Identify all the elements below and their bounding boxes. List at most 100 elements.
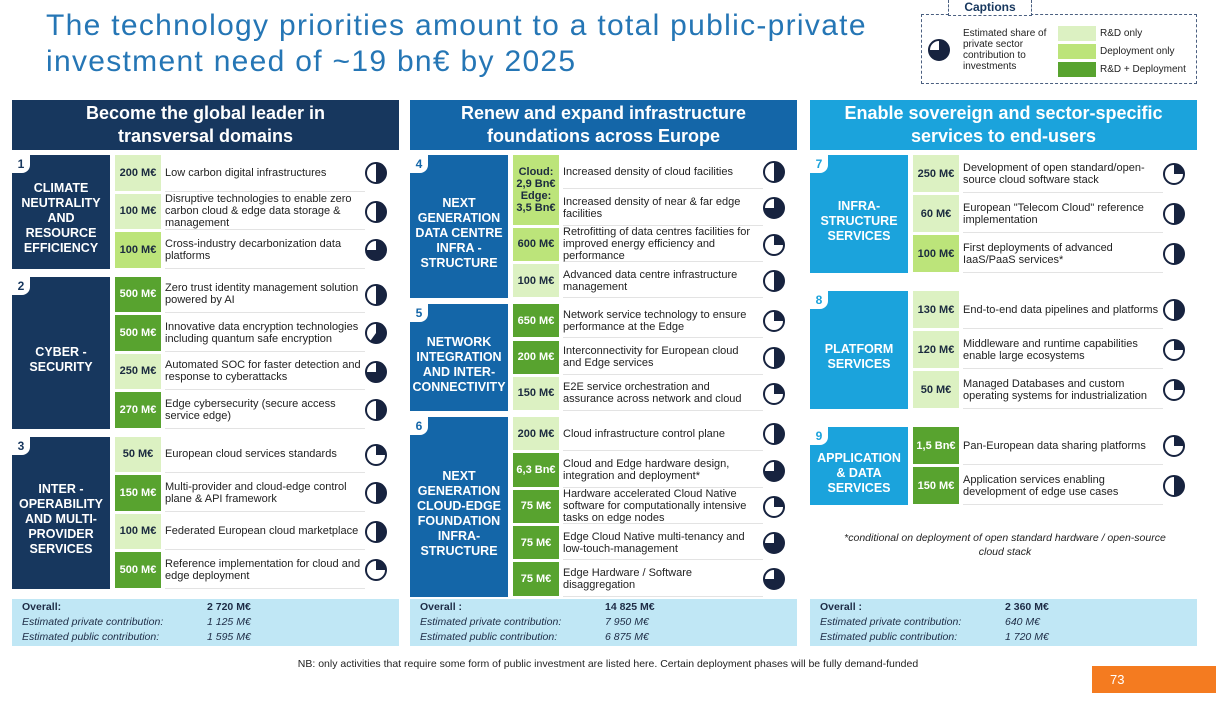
private-share-pie xyxy=(763,233,785,256)
private-share-pie xyxy=(365,283,387,306)
amount-cell: 500 M€ xyxy=(115,276,161,312)
amount-cell: 200 M€ xyxy=(513,417,559,451)
pie-wedge xyxy=(774,496,784,507)
item-description: E2E service orchestration and assurance … xyxy=(563,377,763,412)
item-description: End-to-end data pipelines and platforms xyxy=(963,291,1163,329)
item-description: Edge Hardware / Software disaggregation xyxy=(563,562,763,597)
private-share-pie xyxy=(365,360,387,383)
column-header: Become the global leader in transversal … xyxy=(12,100,399,150)
item-description: Automated SOC for faster detection and r… xyxy=(165,354,365,390)
item-description: Low carbon digital infrastructures xyxy=(165,155,365,192)
amount-cell: 150 M€ xyxy=(115,475,161,511)
overall-label: Overall : xyxy=(820,601,863,613)
private-share-pie xyxy=(365,482,387,505)
group-box: NEXT GENERATION DATA CENTRE INFRA - STRU… xyxy=(410,155,508,299)
amount-cell: 600 M€ xyxy=(513,227,559,261)
overall-value: 2 360 M€ xyxy=(1005,601,1049,613)
overall-value: 1 720 M€ xyxy=(1005,631,1049,643)
private-share-pie xyxy=(1163,379,1185,401)
pie-wedge xyxy=(376,521,386,542)
amount-cell: 100 M€ xyxy=(115,232,161,268)
pie-wedge xyxy=(376,201,386,222)
group-number: 4 xyxy=(410,155,428,173)
amount-cell: 500 M€ xyxy=(115,315,161,351)
pie-wedge xyxy=(774,383,784,394)
pie-wedge xyxy=(1174,476,1184,496)
item-description: Cross-industry decarbonization data plat… xyxy=(165,232,365,269)
group-box: PLATFORM SERVICES xyxy=(810,291,908,409)
amount-cell: Cloud: 2,9 Bn€ Edge: 3,5 Bn€ xyxy=(513,155,559,225)
private-share-pie xyxy=(763,310,785,333)
pie-wedge xyxy=(774,311,784,322)
page-number: 73 xyxy=(1092,666,1216,693)
captions-title: Captions xyxy=(948,0,1032,16)
item-description: Hardware accelerated Cloud Native softwa… xyxy=(563,488,763,524)
private-share-pie xyxy=(365,443,387,466)
pie-wedge xyxy=(764,460,784,481)
legend-label: R&D only xyxy=(1100,28,1143,39)
column-header: Renew and expand infrastructure foundati… xyxy=(410,100,797,150)
item-description: Cloud and Edge hardware design, integrat… xyxy=(563,453,763,488)
amount-cell: 75 M€ xyxy=(513,562,559,596)
caption-pie-icon xyxy=(928,39,950,61)
legend-label: R&D + Deployment xyxy=(1100,64,1186,75)
overall-value: 1 125 M€ xyxy=(207,616,251,628)
overall-label: Estimated public contribution: xyxy=(820,631,958,643)
private-share-pie xyxy=(763,270,785,293)
pie-wedge xyxy=(1174,300,1184,320)
item-description: European "Telecom Cloud" reference imple… xyxy=(963,195,1163,233)
pie-wedge xyxy=(1174,340,1184,350)
private-share-pie xyxy=(763,459,785,482)
item-description: Federated European cloud marketplace xyxy=(165,514,365,550)
private-share-pie xyxy=(365,162,387,185)
pie-wedge xyxy=(1174,244,1184,264)
amount-cell: 150 M€ xyxy=(513,376,559,411)
group-number: 6 xyxy=(410,417,428,436)
group-number: 3 xyxy=(12,436,30,455)
amount-cell: 100 M€ xyxy=(115,513,161,549)
item-description: Middleware and runtime capabilities enab… xyxy=(963,331,1163,369)
item-description: Multi-provider and cloud-edge control pl… xyxy=(165,475,365,512)
slide-title: The technology priorities amount to a to… xyxy=(46,9,867,78)
pie-wedge xyxy=(1174,380,1184,390)
pie-wedge xyxy=(376,284,386,305)
caption-share-text: Estimated share of private sector contri… xyxy=(963,28,1047,72)
pie-wedge xyxy=(764,198,784,219)
overall-label: Overall: xyxy=(22,601,62,613)
amount-cell: 100 M€ xyxy=(115,193,161,229)
private-share-pie xyxy=(763,161,785,184)
amount-cell: 100 M€ xyxy=(513,263,559,298)
amount-cell: 500 M€ xyxy=(115,552,161,588)
legend-swatch xyxy=(1058,62,1096,77)
amount-cell: 100 M€ xyxy=(913,235,959,272)
amount-cell: 650 M€ xyxy=(513,304,559,338)
amount-cell: 6,3 Bn€ xyxy=(513,453,559,487)
captions-box xyxy=(921,14,1197,84)
overall-box: Overall : 14 825 M€ Estimated private cont… xyxy=(410,599,797,646)
overall-label: Estimated private contribution: xyxy=(820,616,962,628)
amount-cell: 130 M€ xyxy=(913,291,959,328)
amount-cell: 250 M€ xyxy=(913,155,959,192)
overall-box: Overall : 2 360 M€ Estimated private contr… xyxy=(810,599,1197,646)
amount-cell: 50 M€ xyxy=(913,371,959,408)
pie-wedge xyxy=(366,240,386,261)
group-box: INFRA- STRUCTURE SERVICES xyxy=(810,155,908,273)
private-share-pie xyxy=(1163,339,1185,361)
item-description: Advanced data centre infrastructure mana… xyxy=(563,264,763,299)
item-description: Development of open standard/open-source… xyxy=(963,155,1163,193)
private-share-pie xyxy=(763,382,785,405)
private-share-pie xyxy=(365,559,387,582)
amount-cell: 250 M€ xyxy=(115,353,161,389)
overall-value: 14 825 M€ xyxy=(605,601,655,613)
private-share-pie xyxy=(365,200,387,223)
item-description: Pan-European data sharing platforms xyxy=(963,427,1163,465)
overall-label: Estimated public contribution: xyxy=(420,631,558,643)
group-number: 1 xyxy=(12,155,30,173)
item-description: Disruptive technologies to enable zero c… xyxy=(165,193,365,230)
pie-wedge xyxy=(774,424,784,445)
amount-cell: 60 M€ xyxy=(913,195,959,232)
pie-wedge xyxy=(1174,204,1184,224)
footnote: *conditional on deployment of open stand… xyxy=(844,532,1166,558)
private-share-pie xyxy=(1163,163,1185,185)
